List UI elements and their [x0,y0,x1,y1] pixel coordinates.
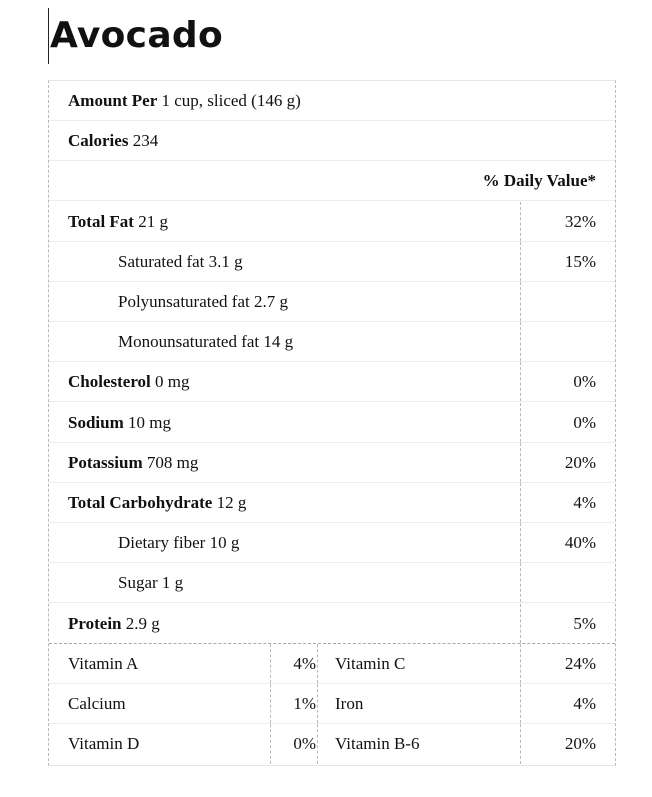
nutrient-row: Total Carbohydrate 12 g 4% [49,483,615,523]
vitamin-name: Vitamin C [335,654,406,673]
serving-size: Amount Per 1 cup, sliced (146 g) [68,81,301,121]
column-divider [520,644,521,683]
nutrient-amount: 12 g [212,493,247,512]
daily-value-percent: 20% [564,453,596,472]
column-divider [520,523,521,562]
daily-value-percent: 5% [573,614,596,633]
column-divider [520,362,521,401]
column-divider [520,242,521,281]
nutrient-name: Sodium 10 mg [68,403,171,443]
daily-value-percent: 0% [573,372,596,391]
column-divider [317,644,318,683]
calories-value: 234 [128,131,159,150]
daily-value-header: % Daily Value* [482,171,596,190]
vitamin-row: Vitamin D 0% Vitamin B-6 20% [49,724,615,764]
nutrient-row: Protein 2.9 g 5% [49,604,615,644]
nutrient-label: Cholesterol [68,372,151,391]
nutrient-amount: 2.9 g [121,614,160,633]
nutrient-name: Polyunsaturated fat 2.7 g [118,292,288,311]
vitamin-name: Vitamin D [68,734,140,753]
nutrient-name: Sugar 1 g [118,573,184,592]
nutrient-label: Sodium [68,413,124,432]
nutrient-row: Sodium 10 mg 0% [49,403,615,443]
calories-row: Calories 234 [49,121,615,161]
nutrient-row: Monounsaturated fat 14 g [49,322,615,362]
nutrient-row: Potassium 708 mg 20% [49,443,615,483]
vitamin-percent: 20% [564,734,596,753]
daily-value-percent: 32% [564,212,596,231]
vitamin-percent: 1% [293,694,316,713]
column-divider [520,604,521,643]
vitamin-name: Calcium [68,694,126,713]
vitamin-name: Vitamin A [68,654,139,673]
serving-size-row: Amount Per 1 cup, sliced (146 g) [49,81,615,121]
daily-value-percent: 0% [573,413,596,432]
column-divider [520,322,521,361]
column-divider [520,443,521,482]
nutrient-amount: 708 mg [142,453,199,472]
nutrient-row: Polyunsaturated fat 2.7 g [49,282,615,322]
vitamin-percent: 4% [573,694,596,713]
nutrient-label: Potassium [68,453,143,472]
serving-size-label: Amount Per [68,91,158,110]
nutrient-label: Protein [68,614,122,633]
nutrient-amount: 0 mg [150,372,190,391]
column-divider [317,684,318,723]
nutrient-amount: 10 mg [123,413,171,432]
column-divider [270,644,271,683]
nutrient-name: Protein 2.9 g [68,604,160,644]
vitamin-percent: 4% [293,654,316,673]
column-divider [520,724,521,764]
vitamin-row: Calcium 1% Iron 4% [49,684,615,724]
daily-value-percent: 4% [573,493,596,512]
nutrient-label: Total Carbohydrate [68,493,213,512]
column-divider [270,684,271,723]
daily-value-header-row: % Daily Value* [49,161,615,201]
column-divider [520,403,521,442]
vitamin-percent: 0% [293,734,316,753]
column-divider [520,282,521,321]
column-divider [520,202,521,241]
calories: Calories 234 [68,121,158,161]
nutrient-name: Potassium 708 mg [68,443,198,483]
calories-label: Calories [68,131,129,150]
nutrient-row: Saturated fat 3.1 g 15% [49,242,615,282]
nutrient-row: Dietary fiber 10 g 40% [49,523,615,563]
nutrient-name: Cholesterol 0 mg [68,362,190,402]
nutrient-name: Monounsaturated fat 14 g [118,332,294,351]
vitamin-percent: 24% [564,654,596,673]
vitamin-name: Iron [335,694,364,713]
nutrient-name: Dietary fiber 10 g [118,533,240,552]
nutrition-facts-table: Amount Per 1 cup, sliced (146 g) Calorie… [48,80,616,766]
serving-size-value: 1 cup, sliced (146 g) [157,91,301,110]
nutrient-name: Total Fat 21 g [68,202,168,242]
nutrient-name: Total Carbohydrate 12 g [68,483,246,523]
nutrient-amount: 21 g [133,212,168,231]
page-title: Avocado [50,15,224,56]
vitamin-row: Vitamin A 4% Vitamin C 24% [49,644,615,684]
column-divider [520,483,521,522]
daily-value-percent: 15% [564,252,596,271]
daily-value-percent: 40% [564,533,596,552]
nutrient-row: Cholesterol 0 mg 0% [49,362,615,402]
nutrient-name: Saturated fat 3.1 g [118,252,243,271]
column-divider [520,563,521,602]
column-divider [520,684,521,723]
nutrient-label: Total Fat [68,212,134,231]
nutrient-row: Sugar 1 g [49,563,615,603]
column-divider [317,724,318,764]
text-cursor [48,8,49,64]
nutrient-row: Total Fat 21 g 32% [49,202,615,242]
column-divider [270,724,271,764]
vitamin-name: Vitamin B-6 [335,734,420,753]
